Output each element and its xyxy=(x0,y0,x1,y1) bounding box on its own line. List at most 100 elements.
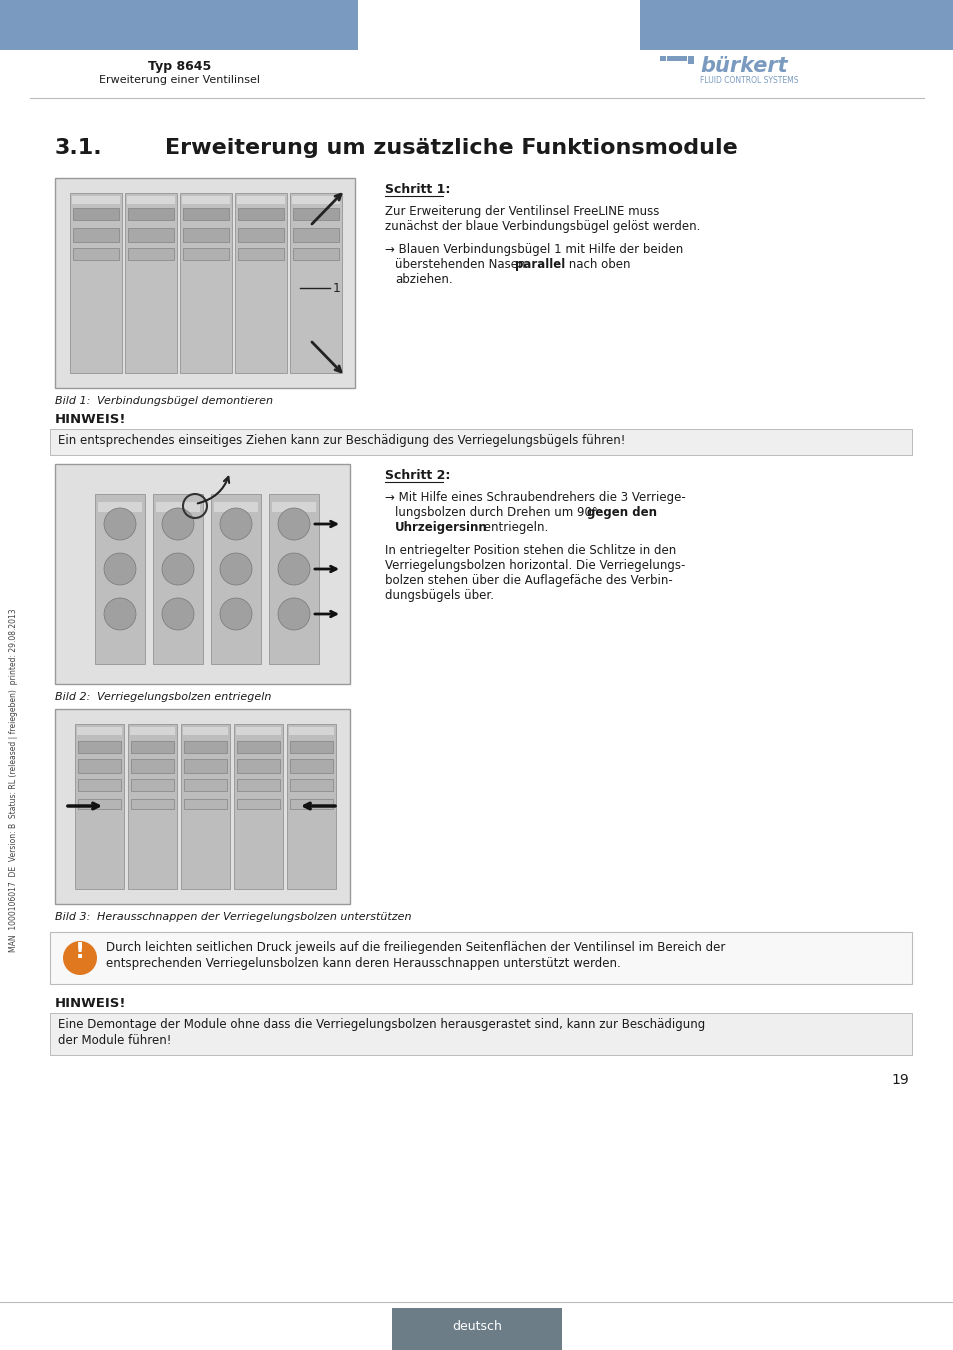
Text: deutsch: deutsch xyxy=(452,1320,501,1332)
Text: Durch leichten seitlichen Druck jeweils auf die freiliegenden Seitenflächen der : Durch leichten seitlichen Druck jeweils … xyxy=(106,941,724,954)
Bar xyxy=(50,1012,911,1054)
Bar xyxy=(55,464,350,684)
Bar xyxy=(152,494,203,664)
Text: FLUID CONTROL SYSTEMS: FLUID CONTROL SYSTEMS xyxy=(700,76,798,85)
Text: Schritt 1:: Schritt 1: xyxy=(385,184,450,196)
Text: Erweiterung um zusätzliche Funktionsmodule: Erweiterung um zusätzliche Funktionsmodu… xyxy=(165,138,737,158)
Bar xyxy=(290,759,333,774)
Bar xyxy=(180,193,232,373)
Bar xyxy=(289,728,334,734)
Text: !: ! xyxy=(75,942,85,963)
Text: → Mit Hilfe eines Schraubendrehers die 3 Verriege-: → Mit Hilfe eines Schraubendrehers die 3… xyxy=(385,491,685,504)
Bar xyxy=(78,759,121,774)
Bar xyxy=(128,208,173,220)
Bar xyxy=(687,55,693,63)
Circle shape xyxy=(63,941,97,975)
Text: Eine Demontage der Module ohne dass die Verriegelungsbolzen herausgerastet sind,: Eine Demontage der Module ohne dass die … xyxy=(58,1018,704,1031)
Bar xyxy=(211,494,261,664)
Bar xyxy=(237,228,284,242)
Bar xyxy=(639,0,953,50)
Bar xyxy=(128,228,173,242)
Bar xyxy=(70,193,122,373)
Bar xyxy=(236,779,280,791)
Bar xyxy=(236,741,280,753)
Bar xyxy=(184,799,227,809)
Bar xyxy=(131,759,173,774)
Text: zunächst der blaue Verbindungsbügel gelöst werden.: zunächst der blaue Verbindungsbügel gelö… xyxy=(385,220,700,234)
Text: überstehenden Nasen: überstehenden Nasen xyxy=(395,258,529,271)
Bar xyxy=(234,193,287,373)
Text: Bild 2:: Bild 2: xyxy=(55,693,91,702)
Text: bolzen stehen über die Auflagefäche des Verbin-: bolzen stehen über die Auflagefäche des … xyxy=(385,574,672,587)
Bar xyxy=(127,196,174,204)
Circle shape xyxy=(220,508,252,540)
Bar xyxy=(293,208,338,220)
Text: 1: 1 xyxy=(333,282,340,294)
Bar xyxy=(73,228,119,242)
Bar xyxy=(131,799,173,809)
Bar xyxy=(73,248,119,261)
Text: In entriegelter Position stehen die Schlitze in den: In entriegelter Position stehen die Schl… xyxy=(385,544,676,558)
Bar xyxy=(659,55,665,61)
Bar xyxy=(128,248,173,261)
Circle shape xyxy=(277,554,310,585)
Bar xyxy=(77,728,122,734)
Bar xyxy=(184,779,227,791)
Text: der Module führen!: der Module führen! xyxy=(58,1034,172,1048)
Bar xyxy=(287,724,335,890)
Text: Zur Erweiterung der Ventilinsel FreeLINE muss: Zur Erweiterung der Ventilinsel FreeLINE… xyxy=(385,205,659,217)
Bar xyxy=(0,0,357,50)
Bar xyxy=(98,502,142,512)
Text: gegen den: gegen den xyxy=(586,506,657,518)
Bar xyxy=(290,799,333,809)
Bar xyxy=(95,494,145,664)
Bar xyxy=(125,193,177,373)
Bar xyxy=(293,248,338,261)
Bar xyxy=(55,178,355,387)
Bar xyxy=(75,724,124,890)
Bar xyxy=(71,196,120,204)
Bar xyxy=(184,759,227,774)
Text: Uhrzeigersinn: Uhrzeigersinn xyxy=(395,521,487,535)
Text: → Blauen Verbindungsbügel 1 mit Hilfe der beiden: → Blauen Verbindungsbügel 1 mit Hilfe de… xyxy=(385,243,682,256)
Text: MAN  1000106017  DE  Version: B  Status: RL (released | freiegeben)  printed: 29: MAN 1000106017 DE Version: B Status: RL … xyxy=(10,609,18,952)
Bar xyxy=(183,728,228,734)
Text: Verriegelungsbolzen entriegeln: Verriegelungsbolzen entriegeln xyxy=(97,693,271,702)
Text: Erweiterung einer Ventilinsel: Erweiterung einer Ventilinsel xyxy=(99,76,260,85)
Bar xyxy=(182,196,230,204)
Circle shape xyxy=(162,508,193,540)
Bar xyxy=(237,208,284,220)
Bar xyxy=(181,724,230,890)
Bar xyxy=(73,208,119,220)
Text: bürkert: bürkert xyxy=(700,55,787,76)
Text: Herausschnappen der Verriegelungsbolzen unterstützen: Herausschnappen der Verriegelungsbolzen … xyxy=(97,913,411,922)
Circle shape xyxy=(220,554,252,585)
Bar xyxy=(237,248,284,261)
Text: HINWEIS!: HINWEIS! xyxy=(55,998,127,1010)
Bar xyxy=(131,779,173,791)
Circle shape xyxy=(104,508,136,540)
Circle shape xyxy=(220,598,252,630)
Bar xyxy=(666,55,686,61)
Bar xyxy=(156,502,200,512)
Bar xyxy=(128,724,177,890)
Bar xyxy=(78,799,121,809)
Bar xyxy=(50,931,911,984)
Circle shape xyxy=(277,508,310,540)
Circle shape xyxy=(104,554,136,585)
Text: Schritt 2:: Schritt 2: xyxy=(385,468,450,482)
Bar xyxy=(293,228,338,242)
Bar xyxy=(78,779,121,791)
Bar xyxy=(233,724,283,890)
Bar xyxy=(290,741,333,753)
Text: 3.1.: 3.1. xyxy=(55,138,103,158)
Text: Verriegelungsbolzen horizontal. Die Verriegelungs-: Verriegelungsbolzen horizontal. Die Verr… xyxy=(385,559,684,572)
Bar xyxy=(213,502,257,512)
Text: Bild 3:: Bild 3: xyxy=(55,913,91,922)
Bar xyxy=(78,741,121,753)
Bar xyxy=(290,193,341,373)
Text: dungsbügels über.: dungsbügels über. xyxy=(385,589,494,602)
Bar xyxy=(184,741,227,753)
Text: entsprechenden Verriegelunsbolzen kann deren Herausschnappen unterstützt werden.: entsprechenden Verriegelunsbolzen kann d… xyxy=(106,957,620,971)
Circle shape xyxy=(277,598,310,630)
